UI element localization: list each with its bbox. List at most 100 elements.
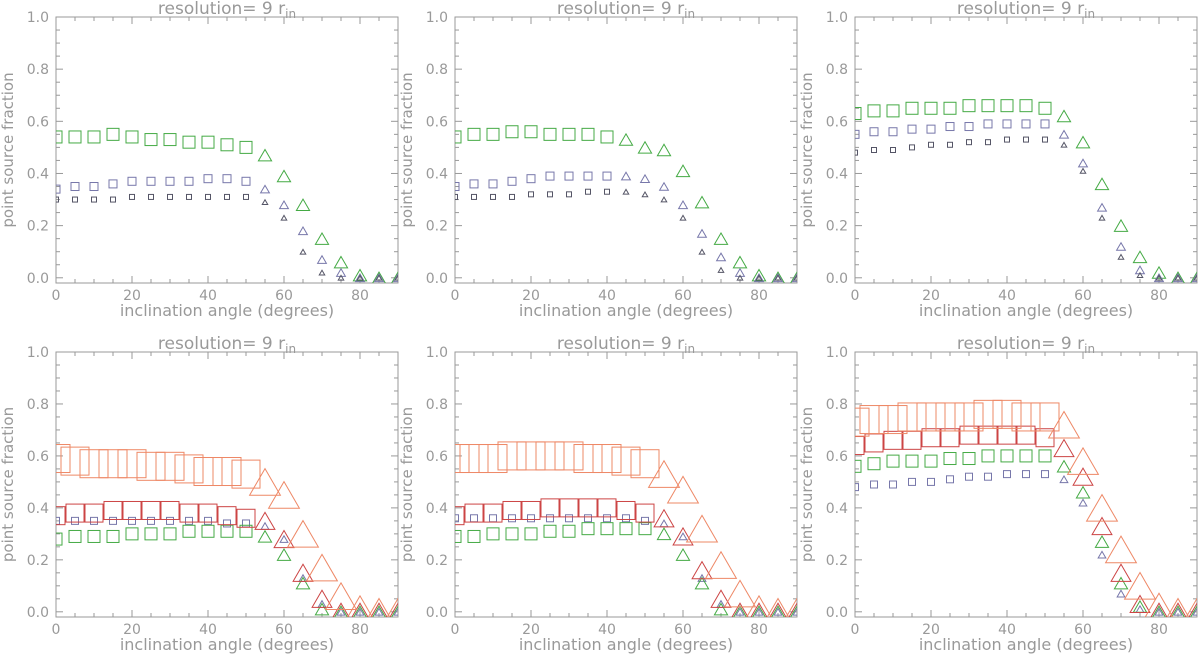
x-tick-label: 0 — [451, 622, 460, 638]
data-point-triangle — [372, 271, 386, 283]
data-point-triangle — [723, 579, 757, 608]
data-point-square — [179, 503, 199, 523]
data-point-square — [527, 514, 535, 523]
y-tick-label: 0.8 — [27, 397, 49, 413]
data-point-square — [125, 527, 139, 541]
data-point-triangle — [1144, 592, 1174, 617]
data-point-square — [155, 451, 185, 481]
data-point-square — [855, 407, 870, 437]
series-2 — [855, 119, 1197, 283]
data-point-triangle — [660, 196, 668, 203]
series-2 — [56, 174, 398, 283]
x-tick-label: 40 — [598, 622, 616, 638]
x-tick-label: 0 — [851, 288, 860, 304]
data-point-square — [940, 428, 960, 448]
data-point-triangle — [1097, 550, 1107, 559]
data-point-square — [1030, 402, 1060, 432]
x-tick-label: 20 — [123, 622, 141, 638]
data-point-triangle — [305, 553, 339, 582]
data-point-square — [204, 516, 212, 525]
data-point-triangle — [1169, 602, 1187, 617]
y-tick-label: 0.8 — [27, 62, 49, 78]
data-point-triangle — [299, 248, 307, 255]
series-1 — [455, 125, 797, 283]
data-point-triangle — [352, 268, 368, 282]
data-point-square — [79, 449, 109, 479]
y-tick-label: 0.0 — [426, 605, 448, 621]
series-3 — [455, 188, 797, 281]
data-point-square — [909, 144, 915, 151]
data-point-triangle — [1066, 446, 1100, 475]
data-point-square — [455, 130, 462, 144]
data-point-square — [203, 174, 213, 184]
data-point-square — [127, 176, 137, 186]
data-point-triangle — [286, 519, 320, 548]
data-point-square — [128, 516, 136, 525]
data-point-square — [1019, 99, 1033, 113]
data-point-square — [163, 527, 177, 541]
panel-1: 0 20 40 60 80 0.0 0.2 0.4 0.6 0.8 1.0 inclination a… — [0, 0, 399, 320]
data-point-square — [174, 454, 204, 484]
data-point-square — [946, 475, 954, 484]
data-point-triangle — [1129, 594, 1151, 614]
data-point-triangle — [1153, 272, 1165, 283]
data-point-square — [585, 188, 591, 195]
data-point-triangle — [314, 231, 330, 245]
data-point-triangle — [1075, 135, 1091, 149]
data-point-triangle — [620, 171, 632, 181]
x-tick-label: 40 — [199, 622, 217, 638]
data-point-triangle — [656, 143, 672, 157]
data-point-triangle — [658, 181, 670, 191]
data-point-square — [878, 405, 908, 435]
data-point-triangle — [261, 198, 269, 206]
series-2 — [455, 171, 797, 283]
data-point-triangle — [280, 214, 288, 221]
plot-frame — [854, 16, 1198, 284]
data-point-triangle — [735, 607, 745, 616]
data-point-triangle — [392, 272, 398, 283]
data-point-square — [471, 193, 477, 200]
data-point-square — [962, 99, 976, 113]
data-point-square — [954, 402, 984, 432]
data-point-square — [965, 472, 973, 481]
data-point-triangle — [1135, 604, 1145, 614]
data-point-square — [509, 193, 515, 200]
data-point-square — [165, 176, 175, 186]
y-tick-label: 0.6 — [426, 449, 448, 465]
chart-title: resolution= 9 rin — [957, 334, 1095, 356]
data-point-square — [543, 127, 557, 141]
chart-title: resolution= 9 rin — [957, 0, 1095, 21]
data-point-triangle — [1173, 607, 1183, 616]
data-point-square — [924, 454, 938, 468]
data-point-triangle — [751, 268, 767, 282]
data-point-triangle — [1078, 498, 1088, 507]
data-point-square — [184, 176, 194, 186]
data-point-triangle — [347, 594, 373, 617]
data-point-triangle — [713, 602, 729, 616]
data-point-square — [855, 436, 865, 456]
y-tick-label: 0.8 — [426, 62, 448, 78]
data-point-square — [935, 402, 965, 432]
data-point-triangle — [1091, 516, 1113, 536]
data-point-triangle — [694, 195, 710, 209]
data-point-square — [56, 506, 66, 526]
panel-3: 0 20 40 60 80 0.0 0.2 0.4 0.6 0.8 1.0 inclination a… — [798, 0, 1198, 320]
x-tick-label: 40 — [598, 288, 616, 304]
y-axis-label: point source fraction — [798, 407, 816, 562]
data-point-square — [524, 125, 538, 139]
data-point-triangle — [295, 198, 311, 211]
data-point-square — [136, 451, 166, 481]
data-point-triangle — [694, 576, 710, 590]
x-tick-label: 80 — [750, 288, 768, 304]
data-point-square — [943, 452, 957, 466]
data-point-triangle — [666, 475, 700, 504]
data-point-triangle — [677, 199, 689, 210]
data-point-square — [147, 516, 155, 525]
data-point-square — [239, 140, 253, 154]
data-point-square — [616, 500, 636, 520]
data-point-square — [562, 524, 576, 538]
data-point-triangle — [318, 269, 326, 276]
y-axis-label: point source fraction — [798, 72, 816, 227]
series-3 — [855, 425, 1197, 617]
